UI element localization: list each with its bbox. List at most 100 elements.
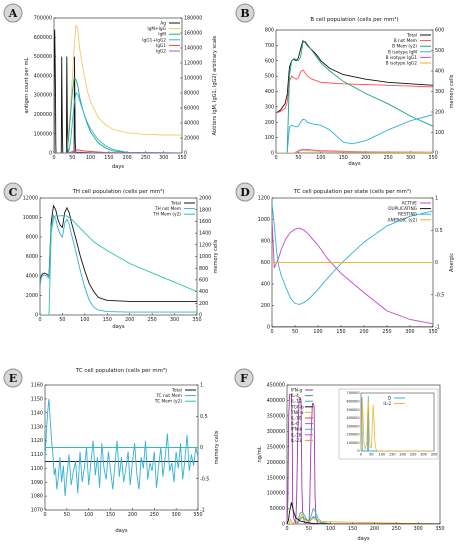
y-right-tick-label: 600 [199, 278, 208, 284]
series-line-igm [54, 77, 182, 153]
y-right-tick-label: 160000 [184, 31, 202, 37]
y-tick-label: 400000 [34, 73, 52, 79]
x-tick-label: 50 [64, 512, 70, 518]
y-right-tick-label: 0.5 [200, 414, 208, 420]
panel-b: 0 50 100 150 200 250 300 3500100200300400500600… [235, 3, 455, 167]
y-right-tick-label: 1200 [199, 242, 211, 248]
x-tick-label: 0 [274, 155, 277, 161]
panel-badge [3, 182, 23, 202]
inset-y-tick-label: 300000 [347, 424, 360, 428]
y-right-tick-label: 800 [199, 266, 208, 272]
x-tick-label: 50 [59, 317, 65, 323]
inset-x-tick-label: 150 [389, 453, 395, 457]
series-line-b-not-mem [276, 69, 433, 114]
x-tick-label: 300 [414, 526, 423, 532]
y-right-tick-label: 60000 [184, 106, 199, 112]
inset-series-line-il-2 [360, 401, 434, 452]
legend-label: TC not Mem [155, 393, 182, 399]
legend-label: ANERGIC (y2) [388, 217, 418, 223]
inset-x-tick-label: 200 [399, 453, 405, 457]
legend-label: Total [171, 388, 182, 394]
x-tick-label: 250 [384, 155, 393, 161]
x-tick-label: 0 [38, 317, 41, 323]
y-tick-label: 1110 [31, 452, 43, 458]
x-tick-label: 350 [435, 526, 444, 532]
legend-label: B not Mem [394, 38, 417, 44]
y-right-tick-label: 1 [435, 196, 438, 202]
y-tick-label: 400 [261, 282, 270, 288]
panel-badge [235, 3, 255, 23]
series-line-b-isotype-igg2 [276, 149, 433, 153]
legend-label: IL-18 [291, 432, 302, 438]
y-tick-label: 1000 [258, 217, 270, 223]
y-tick-label: 2000 [26, 293, 38, 299]
chart-title: TC cell population per state (cells per … [293, 188, 411, 195]
legend-label: TGF-b [290, 404, 304, 410]
x-tick-label: 250 [150, 512, 159, 518]
panel-c: 0 50 100 150 200 250 300 3500200040006000800010… [3, 182, 219, 330]
inset-y-tick-label: 0 [357, 449, 359, 453]
y-tick-label: 0 [35, 313, 38, 319]
x-tick-label: 250 [141, 155, 150, 161]
y-right-axis-label: memory cells [449, 74, 455, 108]
x-axis-label: days [115, 528, 128, 534]
y-tick-label: 1120 [31, 438, 43, 444]
x-tick-label: 50 [292, 329, 298, 335]
x-tick-label: 150 [348, 526, 357, 532]
y-right-tick-label: 1000 [199, 254, 211, 260]
inset-x-tick-label: 350 [431, 453, 437, 457]
y-tick-label: 1160 [31, 383, 43, 389]
legend-label: B isotype IgM [388, 49, 417, 55]
series-line-b-isotype-igm [276, 114, 433, 153]
legend-label: IL-6 [291, 421, 299, 427]
legend-label: B Mem (y2) [392, 44, 417, 50]
y-tick-label: 100000 [267, 491, 285, 497]
x-tick-label: 300 [405, 329, 414, 335]
y-right-tick-label: 120000 [184, 61, 202, 67]
inset-x-tick-label: 50 [369, 453, 373, 457]
x-tick-label: 250 [392, 526, 401, 532]
x-tick-label: 0 [43, 512, 46, 518]
y-tick-label: 6000 [26, 254, 38, 260]
inset-y-tick-label: 100000 [347, 441, 360, 445]
y-tick-label: 1130 [31, 424, 43, 430]
legend-label: IFN-g [291, 388, 303, 394]
y-right-tick-label: 180000 [184, 16, 202, 22]
y-tick-label: 600000 [34, 35, 52, 41]
legend-label: ACTIVE [402, 201, 418, 207]
legend-label: IgM+IgG [147, 26, 166, 32]
y-tick-label: 300000 [34, 93, 52, 99]
series-line-il-2 [287, 512, 440, 524]
inset-x-tick-label: 300 [420, 453, 426, 457]
y-right-tick-label: 140000 [184, 46, 202, 52]
legend-label: IL-23 [291, 438, 302, 444]
x-tick-label: 50 [306, 526, 312, 532]
y-right-tick-label: 2000 [199, 196, 211, 202]
x-tick-label: 350 [428, 329, 437, 335]
legend-label: DUPLICATING [388, 206, 417, 212]
x-axis-label: days [112, 324, 125, 330]
y-right-axis-label: memory cells [214, 430, 220, 464]
legend-label: B isotype IgG2 [386, 61, 418, 67]
y-tick-label: 200 [261, 303, 270, 309]
series-line-total [40, 204, 197, 302]
y-tick-label: 100000 [34, 131, 52, 137]
y-right-tick-label: 500 [435, 48, 444, 54]
y-tick-label: 1200 [258, 196, 270, 202]
y-right-tick-label: 0.5 [435, 228, 443, 234]
x-tick-label: 150 [104, 155, 113, 161]
inset-y-tick-label: 500000 [347, 408, 360, 412]
y-tick-label: 0 [267, 325, 270, 331]
series-line-b-mem-y2- [276, 40, 433, 153]
y-tick-label: 1090 [31, 480, 43, 486]
x-tick-label: 250 [382, 329, 391, 335]
legend-label: IgG1+IgG2 [142, 37, 166, 43]
y-axis-label: antigen count per mL [24, 57, 30, 113]
legend-label: IgG1 [156, 43, 166, 49]
x-tick-label: 150 [336, 329, 345, 335]
y-tick-label: 150000 [267, 475, 285, 481]
panel-badge-label: D [240, 186, 250, 199]
panel-a: 0 50 100 150 200 250 300 3500100000200000300000… [3, 3, 218, 170]
y-right-tick-label: 400 [199, 289, 208, 295]
x-tick-label: 250 [148, 317, 157, 323]
